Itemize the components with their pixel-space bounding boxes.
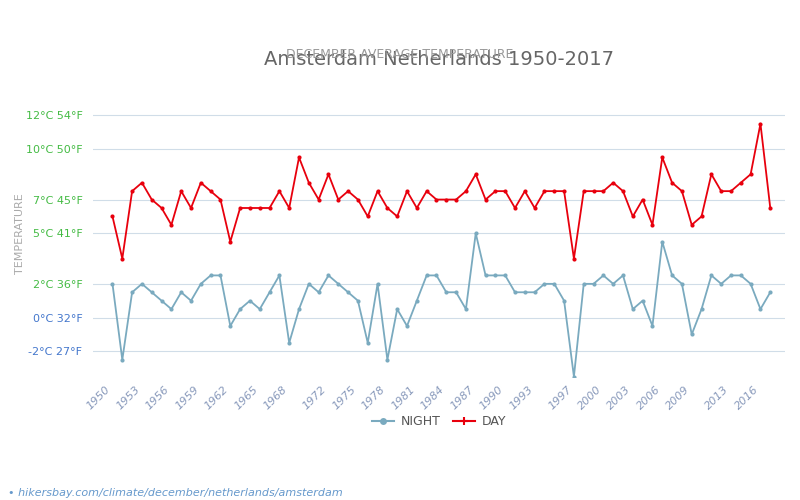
Legend: NIGHT, DAY: NIGHT, DAY [366, 410, 511, 434]
Title: Amsterdam Netherlands 1950-2017: Amsterdam Netherlands 1950-2017 [264, 50, 614, 69]
Text: DECEMBER AVERAGE TEMPERATURE: DECEMBER AVERAGE TEMPERATURE [286, 48, 514, 60]
Text: • hikersbay.com/climate/december/netherlands/amsterdam: • hikersbay.com/climate/december/netherl… [8, 488, 342, 498]
Y-axis label: TEMPERATURE: TEMPERATURE [15, 193, 25, 274]
